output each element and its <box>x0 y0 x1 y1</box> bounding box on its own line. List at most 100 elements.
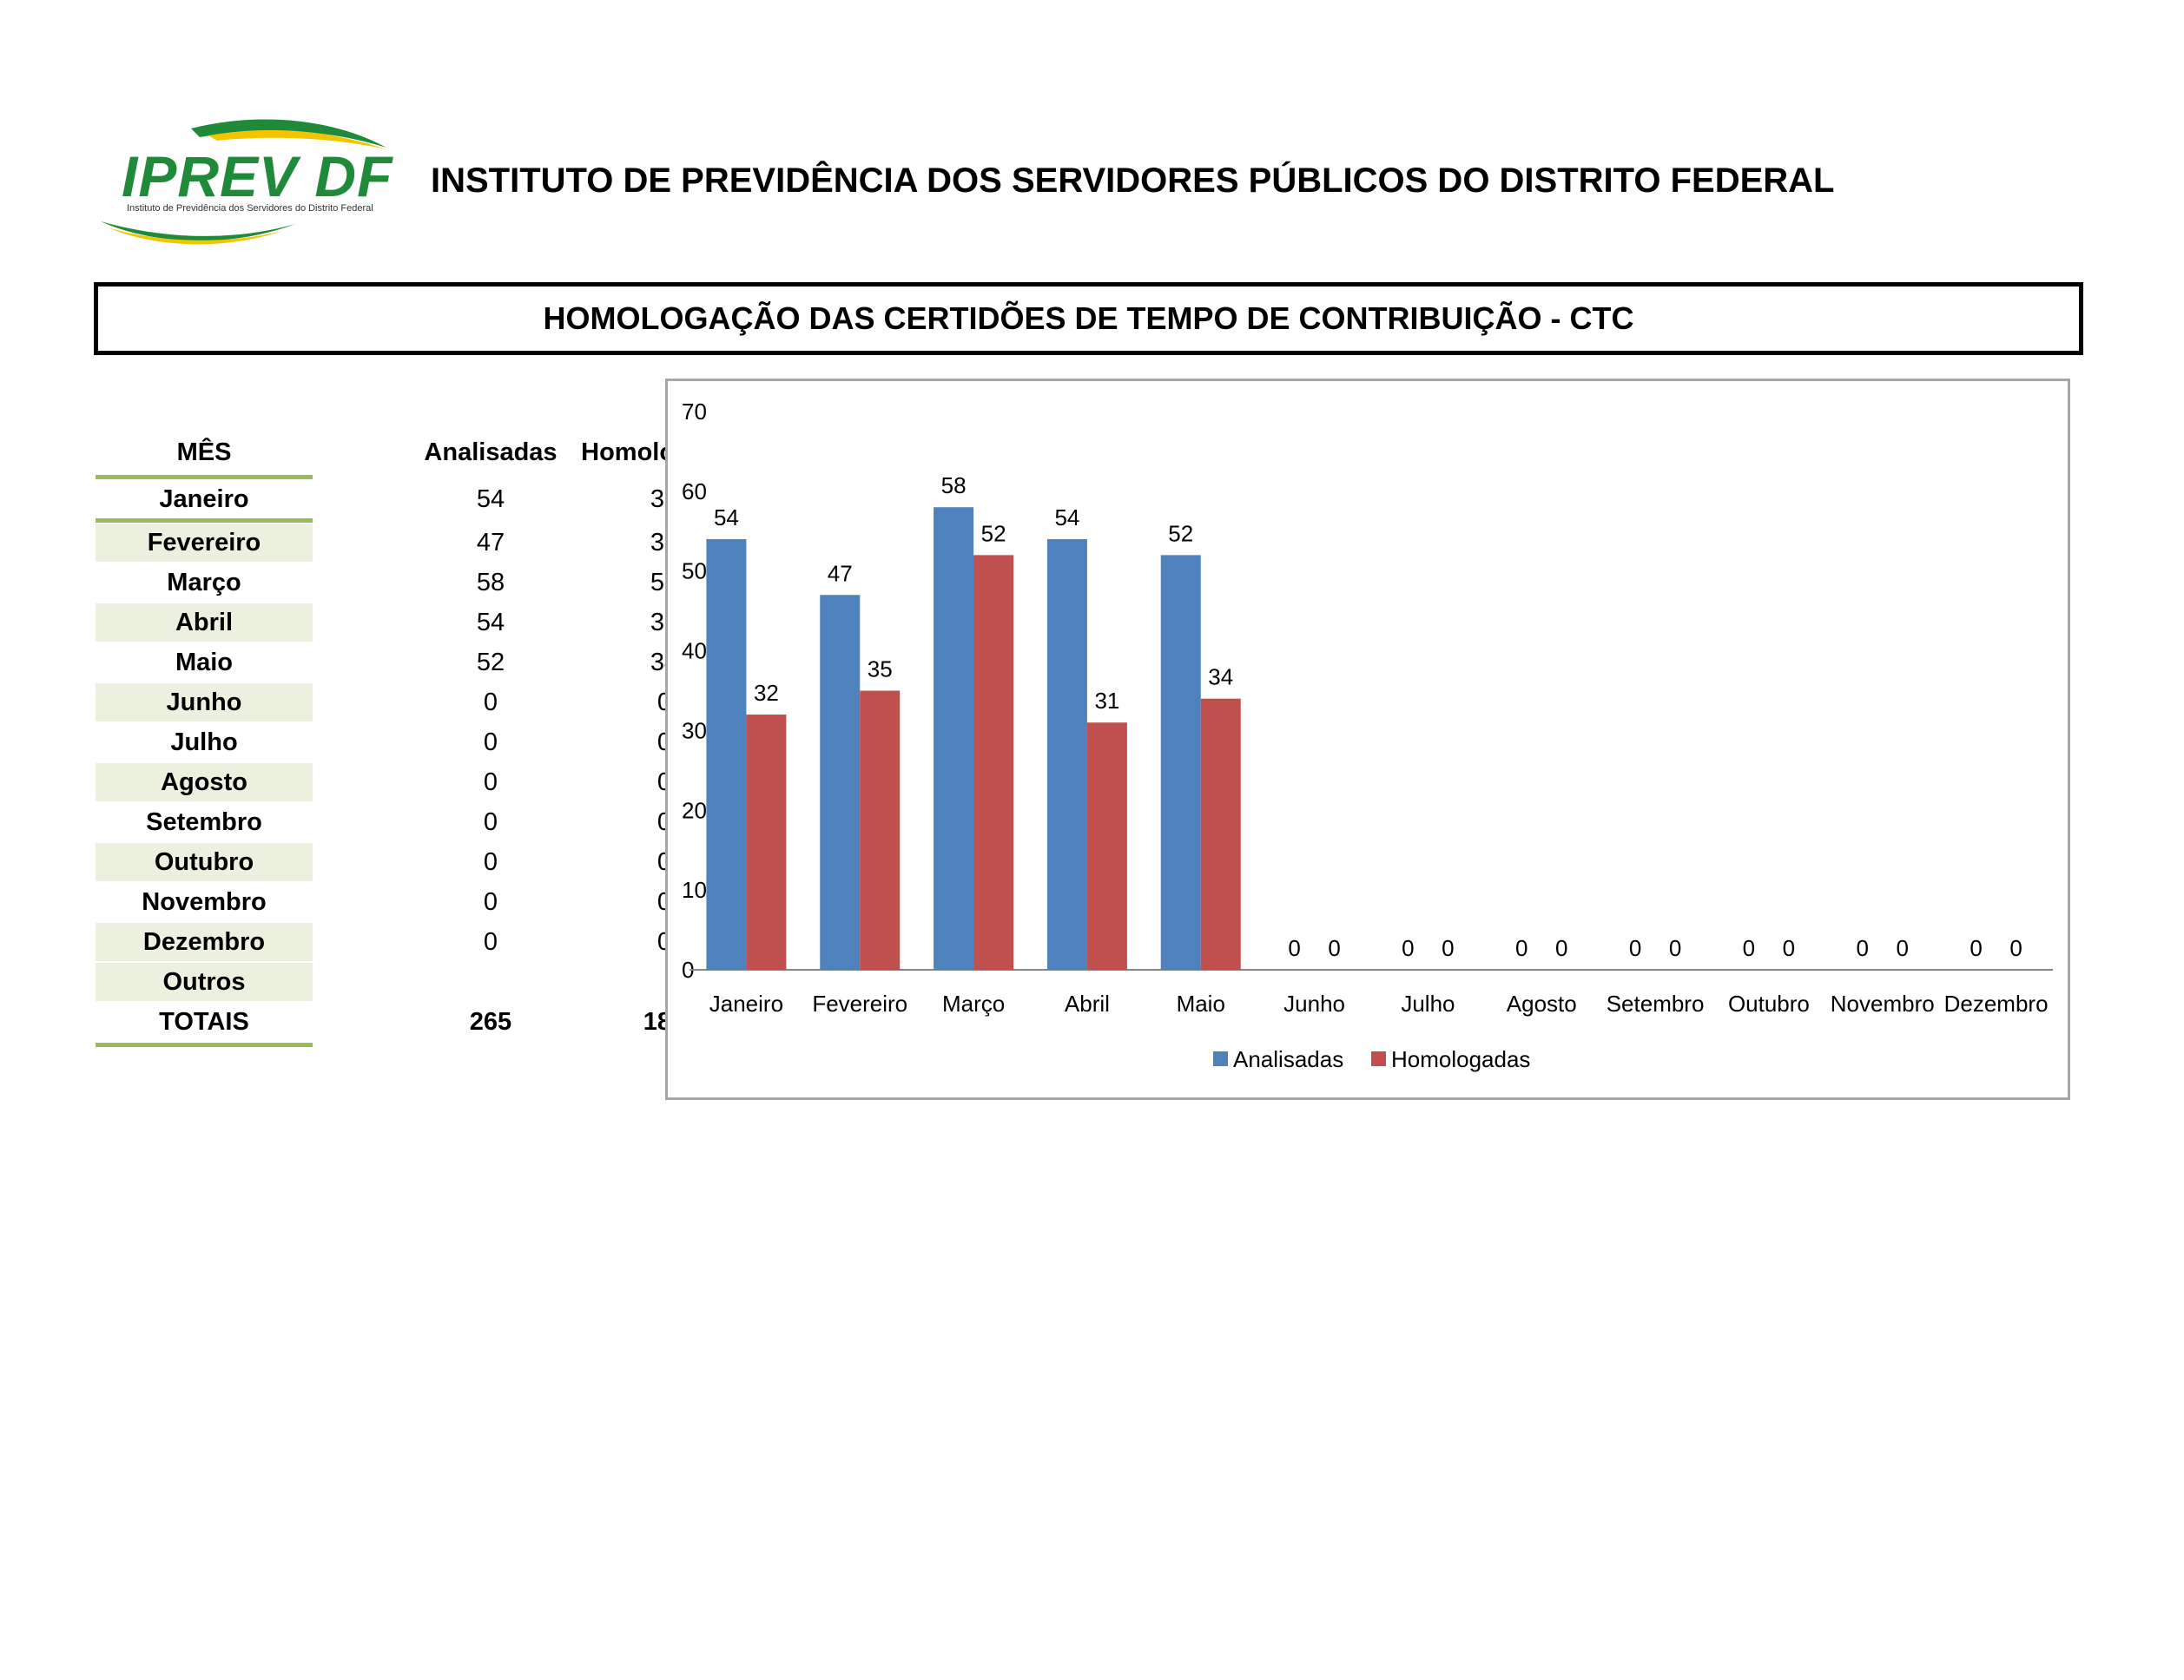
data-label: 0 <box>1669 935 1681 961</box>
data-label: 0 <box>1328 935 1340 961</box>
month-cell: Junho <box>96 683 313 721</box>
data-label: 0 <box>1783 935 1795 961</box>
y-tick-label: 30 <box>682 717 707 743</box>
x-tick-label: Maio <box>1177 991 1225 1017</box>
data-label: 52 <box>1168 520 1193 546</box>
data-label: 34 <box>1208 664 1233 690</box>
analisadas-cell: 0 <box>483 768 498 796</box>
x-tick-label: Abril <box>1065 991 1110 1017</box>
data-label: 35 <box>868 656 893 682</box>
data-label: 0 <box>2009 935 2022 961</box>
analisadas-cell: 0 <box>483 928 498 956</box>
bar-analisadas <box>1160 555 1201 970</box>
data-label: 31 <box>1094 688 1119 714</box>
table-bottom-line <box>96 1043 313 1047</box>
legend-label: Homologadas <box>1391 1046 1530 1072</box>
month-cell: Abril <box>96 603 313 642</box>
analisadas-cell: 0 <box>483 888 498 916</box>
month-cell: Outubro <box>96 843 313 881</box>
logo-tagline: Instituto de Previdência dos Servidores … <box>127 203 373 214</box>
report-title: HOMOLOGAÇÃO DAS CERTIDÕES DE TEMPO DE CO… <box>543 300 1634 336</box>
analisadas-cell: 0 <box>483 808 498 836</box>
analisadas-cell: 0 <box>483 848 498 876</box>
data-label: 0 <box>1402 935 1414 961</box>
totals-label: TOTAIS <box>159 1008 249 1036</box>
bar-analisadas <box>1046 538 1087 970</box>
bar-homologadas <box>860 690 901 970</box>
month-cell: Março <box>167 569 241 596</box>
analisadas-cell: 0 <box>483 728 498 756</box>
logo-swoosh <box>101 119 386 245</box>
month-cell: Julho <box>170 728 238 756</box>
legend-swatch <box>1213 1051 1228 1066</box>
legend-swatch <box>1371 1051 1386 1066</box>
bar-homologadas <box>1200 698 1241 970</box>
data-label: 0 <box>1743 935 1755 961</box>
month-cell: Dezembro <box>96 923 313 961</box>
y-tick-label: 40 <box>682 638 707 664</box>
x-tick-label: Outubro <box>1728 991 1810 1017</box>
x-tick-label: Janeiro <box>709 991 783 1017</box>
data-label: 54 <box>1054 504 1079 530</box>
analisadas-cell: 58 <box>476 569 505 596</box>
month-cell: Outros <box>96 963 313 1001</box>
analisadas-cell <box>439 963 543 1001</box>
legend-label: Analisadas <box>1233 1046 1343 1072</box>
month-cell: Maio <box>175 649 234 676</box>
data-label: 0 <box>1629 935 1641 961</box>
data-label: 0 <box>1857 935 1869 961</box>
month-cell: Agosto <box>96 763 313 801</box>
data-label: 0 <box>1897 935 1909 961</box>
row-divider <box>96 518 313 523</box>
y-tick-label: 70 <box>682 399 707 425</box>
analisadas-cell: 52 <box>476 649 505 676</box>
data-label: 52 <box>981 520 1006 546</box>
analisadas-cell: 54 <box>476 609 505 636</box>
month-cell: Novembro <box>142 888 267 916</box>
logo-wordmark: IPREV DF <box>122 144 393 208</box>
bar-analisadas <box>820 595 861 970</box>
month-cell: Setembro <box>146 808 262 836</box>
x-tick-label: Junho <box>1283 991 1345 1017</box>
institute-title: INSTITUTO DE PREVIDÊNCIA DOS SERVIDORES … <box>431 161 1835 200</box>
bar-analisadas <box>706 538 747 970</box>
bar-homologadas <box>746 715 787 970</box>
x-tick-label: Novembro <box>1831 991 1935 1017</box>
bar-analisadas <box>934 507 974 970</box>
data-label: 32 <box>754 680 779 706</box>
x-tick-label: Fevereiro <box>812 991 907 1017</box>
data-label: 0 <box>1515 935 1527 961</box>
analisadas-cell: 54 <box>476 485 505 513</box>
total-analisadas: 265 <box>469 1008 512 1036</box>
y-tick-label: 60 <box>682 478 707 504</box>
chart-canvas: 0 10 20 30 40 50 60 70 54 32 Janeiro 47 35 Fevereiro 5… <box>682 399 2053 1072</box>
column-header-analisadas: Analisadas <box>424 438 558 466</box>
data-label: 0 <box>1555 935 1567 961</box>
y-tick-label: 20 <box>682 797 707 823</box>
iprev-df-logo: IPREV DF Instituto de Previdência dos Se… <box>96 113 399 252</box>
month-cell: Janeiro <box>159 485 249 513</box>
data-label: 47 <box>828 560 853 586</box>
analisadas-cell: 47 <box>476 529 505 557</box>
x-tick-label: Março <box>942 991 1005 1017</box>
data-label: 58 <box>941 472 967 498</box>
y-tick-label: 50 <box>682 558 707 584</box>
bar-homologadas <box>1086 722 1127 970</box>
y-tick-label: 0 <box>682 957 694 983</box>
data-label: 0 <box>1442 935 1454 961</box>
month-cell: Fevereiro <box>96 524 313 562</box>
data-label: 0 <box>1970 935 1982 961</box>
x-tick-label: Dezembro <box>1944 991 2049 1017</box>
report-title-box: HOMOLOGAÇÃO DAS CERTIDÕES DE TEMPO DE CO… <box>94 282 2083 355</box>
x-tick-label: Agosto <box>1507 991 1577 1017</box>
analisadas-cell: 0 <box>483 688 498 716</box>
column-header-month: MÊS <box>176 438 232 466</box>
y-tick-label: 10 <box>682 877 707 903</box>
data-label: 54 <box>714 504 739 530</box>
x-tick-label: Julho <box>1401 991 1455 1017</box>
data-label: 0 <box>1288 935 1300 961</box>
bar-chart: 0 10 20 30 40 50 60 70 54 32 Janeiro 47 35 Fevereiro 5… <box>665 379 2070 1100</box>
header-underline <box>96 475 313 479</box>
bar-homologadas <box>973 555 1014 970</box>
x-tick-label: Setembro <box>1607 991 1705 1017</box>
